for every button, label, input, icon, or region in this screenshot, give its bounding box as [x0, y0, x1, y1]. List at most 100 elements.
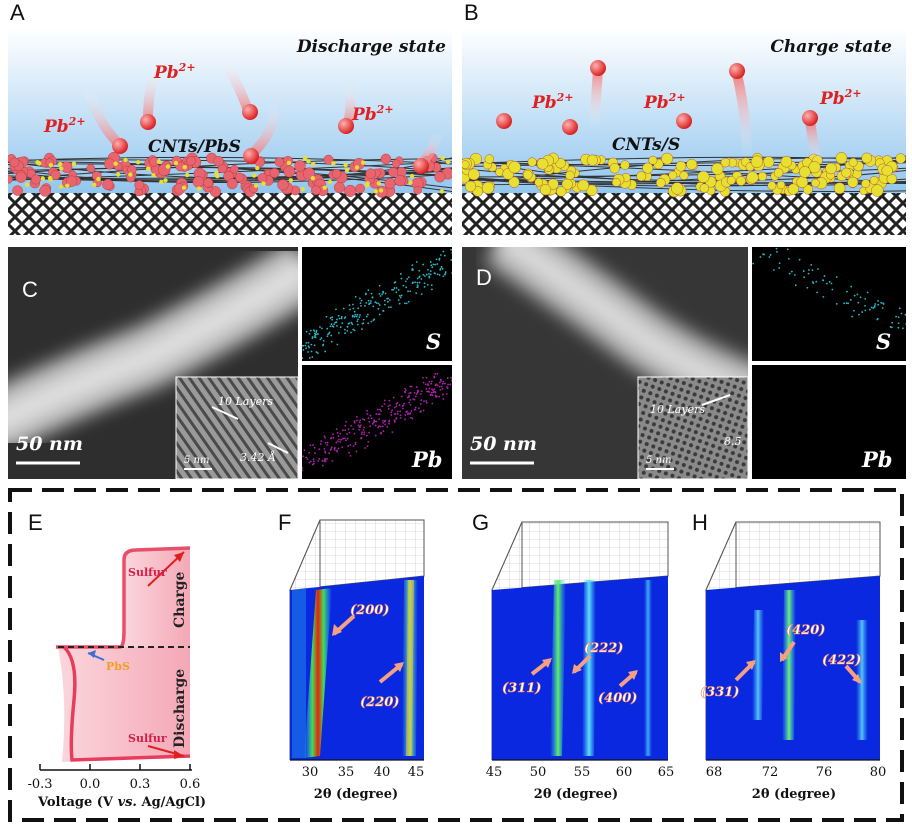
eds-dot: [430, 382, 433, 385]
eds-dot: [864, 309, 867, 312]
eds-dot: [361, 418, 364, 421]
particle: [306, 159, 311, 164]
particle: [462, 160, 470, 169]
eds-dot: [348, 451, 351, 454]
eds-dot: [847, 302, 850, 305]
particle: [215, 174, 220, 179]
eds-dot: [324, 350, 327, 353]
panel-e-label: E: [28, 510, 43, 535]
eds-dot: [434, 372, 437, 375]
particle: [720, 157, 731, 168]
eds-dot: [387, 306, 390, 309]
particle: [802, 184, 813, 195]
eds-dot: [324, 436, 327, 439]
particle: [331, 161, 336, 166]
particle: [24, 182, 30, 187]
eds-dot: [316, 333, 319, 335]
particle: [394, 175, 406, 187]
particle: [185, 172, 190, 178]
eds-dot: [881, 307, 884, 309]
particle: [861, 179, 871, 189]
eds-map-s: [752, 247, 906, 361]
eds-dot: [436, 273, 439, 276]
eds-dot: [418, 275, 421, 278]
eds-dot: [422, 409, 425, 412]
x-tick-label: 55: [574, 765, 591, 780]
eds-dot: [360, 433, 363, 435]
eds-dot: [388, 422, 390, 425]
eds-dot: [369, 425, 372, 428]
charge-label: Charge: [172, 571, 188, 628]
eds-dot: [444, 271, 447, 273]
particle: [39, 185, 51, 197]
eds-dot: [371, 296, 374, 299]
eds-dot: [347, 428, 350, 431]
eds-dot: [347, 445, 350, 447]
eds-dot: [447, 383, 450, 386]
inset-layers-label: 10 Layers: [650, 403, 705, 416]
particle: [536, 158, 549, 170]
eds-dot: [359, 314, 361, 316]
x-tick-label: 0.0: [80, 777, 101, 792]
eds-dot: [351, 323, 354, 326]
sulfur-label: Sulfur: [128, 566, 167, 579]
particle: [182, 165, 187, 170]
eds-dot: [415, 386, 418, 388]
particle: [388, 167, 399, 178]
eds-dot: [355, 450, 358, 453]
particle: [376, 181, 382, 186]
eds-dot: [762, 253, 765, 256]
particle: [726, 176, 736, 185]
eds-dot: [864, 297, 867, 300]
eds-dot: [882, 303, 885, 305]
eds-dot: [378, 413, 381, 416]
eds-dot: [404, 391, 407, 394]
particle: [230, 164, 239, 174]
eds-dot: [404, 389, 407, 392]
particle: [196, 186, 202, 191]
eds-dot: [877, 299, 879, 302]
panel-a-schematic: Discharge state CNTs/PbS Pb2+ Pb2+ Pb2+: [8, 28, 452, 235]
x-tick-label: 45: [486, 765, 503, 780]
eds-dot: [443, 254, 446, 257]
eds-dot: [360, 299, 363, 302]
x-tick-label: 72: [762, 765, 779, 780]
eds-map-s: [302, 247, 452, 361]
eds-dot: [752, 262, 755, 265]
particle: [364, 183, 370, 188]
particle: [679, 171, 689, 180]
eds-dot: [407, 300, 410, 303]
peak-label: (220): [360, 695, 399, 710]
eds-dot: [395, 287, 398, 289]
eds-dot: [399, 410, 401, 413]
eds-dot: [302, 344, 305, 347]
eds-dot: [438, 257, 441, 260]
particle: [360, 160, 366, 165]
eds-dot: [305, 347, 308, 350]
eds-dot: [353, 329, 356, 332]
eds-dot: [415, 261, 418, 263]
particle: [648, 155, 658, 165]
eds-dot: [302, 455, 305, 458]
eds-dot: [337, 332, 340, 334]
particle: [343, 162, 348, 168]
eds-dot: [312, 444, 314, 446]
eds-dot: [415, 393, 418, 396]
eds-dot: [872, 307, 875, 309]
eds-dot: [427, 268, 429, 271]
eds-dot: [346, 325, 349, 328]
eds-dot: [778, 262, 781, 265]
panel-c-label: C: [22, 277, 38, 302]
eds-dot: [431, 388, 433, 391]
eds-dot: [341, 437, 344, 440]
eds-dot: [443, 273, 446, 276]
eds-dot: [446, 387, 449, 390]
eds-dot: [407, 412, 410, 415]
particle: [344, 184, 357, 197]
eds-dot: [442, 380, 445, 383]
eds-dot: [405, 302, 408, 305]
particle: [173, 160, 179, 166]
eds-dot: [378, 292, 381, 295]
particle: [35, 160, 40, 165]
eds-dot: [858, 313, 860, 316]
